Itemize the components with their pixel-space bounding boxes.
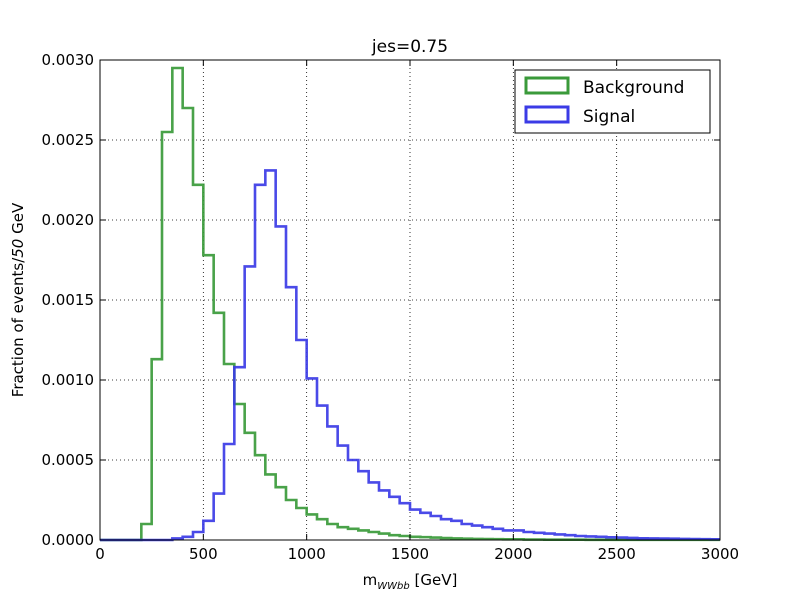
x-tick-label: 0 (95, 545, 105, 563)
histogram-bin (172, 68, 182, 540)
histogram-bin (214, 494, 224, 540)
histogram-bin (358, 530, 368, 540)
histogram-bin (183, 108, 193, 540)
histogram-bin (265, 170, 275, 540)
histogram-bin (307, 514, 317, 540)
histogram-bin (234, 367, 244, 540)
histogram-bin (141, 524, 151, 540)
histogram-bin (338, 527, 348, 540)
histogram-bin (296, 508, 306, 540)
y-tick-label: 0.0020 (42, 211, 95, 229)
histogram-bin (286, 500, 296, 540)
histogram-bin (296, 340, 306, 540)
x-tick-label: 3000 (701, 545, 739, 563)
histogram-bin (245, 433, 255, 540)
histogram-bin (338, 446, 348, 540)
x-axis-label: mWWbb [GeV] (363, 571, 458, 592)
histogram-bin (193, 185, 203, 540)
x-tick-label: 1000 (288, 545, 326, 563)
histogram-bin (162, 132, 172, 540)
histogram-bin (255, 455, 265, 540)
x-tick-label: 2000 (494, 545, 532, 563)
histogram-bin (214, 313, 224, 540)
y-tick-label: 0.0000 (42, 531, 95, 549)
histogram-bin (327, 524, 337, 540)
y-tick-label: 0.0030 (42, 51, 95, 69)
axis-ticks: 0 500 1000 1500 2000 2500 3000 0.0000 0.0005 0.00… (42, 51, 740, 563)
histogram-bin (203, 255, 213, 540)
histogram-bin (203, 521, 213, 540)
histogram-bin (389, 497, 399, 540)
legend: Background Signal (514, 69, 711, 134)
histogram-bin (317, 519, 327, 540)
histogram-bin (307, 378, 317, 540)
histogram-bin (224, 444, 234, 540)
x-tick-label: 500 (189, 545, 218, 563)
histogram-line-signal (100, 169, 720, 542)
y-tick-label: 0.0025 (42, 131, 95, 149)
histogram-bin (348, 529, 358, 540)
histogram-bin (286, 287, 296, 540)
x-tick-label: 1500 (391, 545, 429, 563)
x-tick-label: 2500 (598, 545, 636, 563)
histogram-bin (234, 404, 244, 540)
chart-title: jes=0.75 (371, 37, 448, 57)
histogram-bin (152, 359, 162, 540)
y-axis-label: Fraction of events/50 GeV (9, 202, 27, 397)
legend-label-background: Background (583, 78, 684, 98)
legend-label-signal: Signal (583, 107, 635, 127)
y-tick-label: 0.0005 (42, 451, 95, 469)
histogram-bin (255, 185, 265, 540)
histogram-bin (410, 510, 420, 540)
grid (100, 60, 720, 540)
histogram-bin (276, 487, 286, 540)
y-tick-label: 0.0010 (42, 371, 95, 389)
legend-swatch-background (524, 76, 570, 95)
y-tick-label: 0.0015 (42, 291, 95, 309)
histogram-bin (265, 474, 275, 540)
histogram-bin (400, 503, 410, 540)
legend-swatch-signal (524, 105, 570, 124)
histogram-bin (245, 266, 255, 540)
histogram-bin (224, 364, 234, 540)
histogram-bin (276, 226, 286, 540)
series-signal (100, 169, 720, 542)
